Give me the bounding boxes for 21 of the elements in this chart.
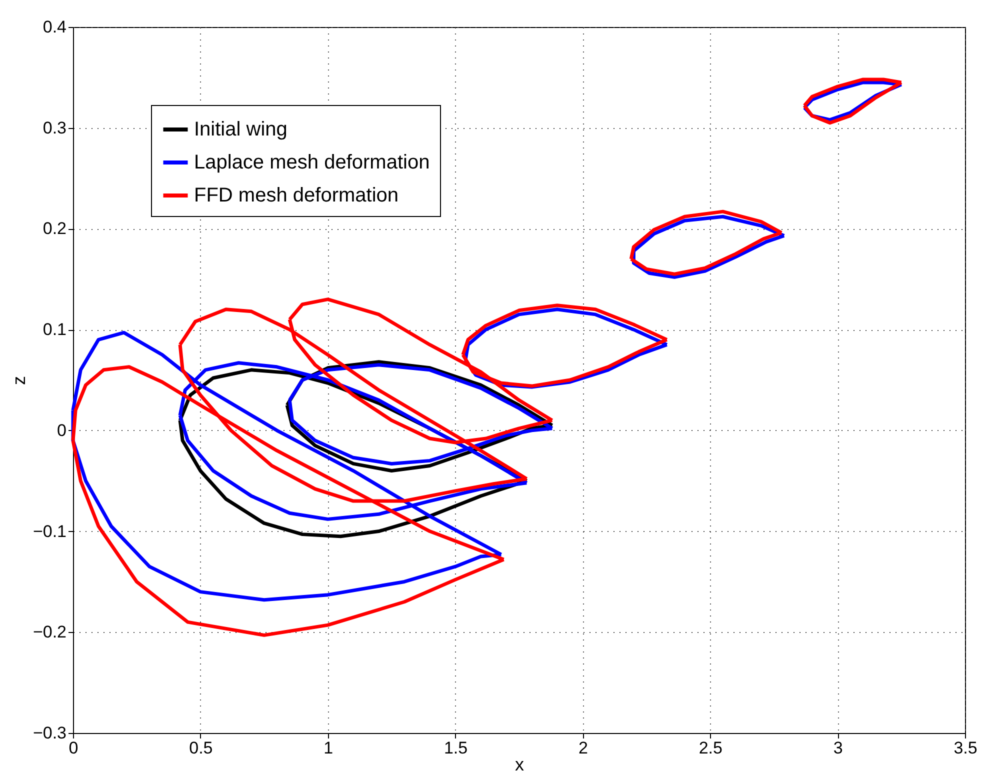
legend-label: FFD mesh deformation (194, 184, 399, 206)
x-tick-label: 3.5 (954, 738, 978, 758)
x-tick-label: 2.5 (698, 738, 722, 758)
x-tick-label: 2 (578, 738, 588, 758)
x-tick-label: 1 (324, 738, 334, 758)
x-tick-label: 0.5 (189, 738, 213, 758)
y-tick-label: −0.2 (32, 622, 66, 642)
legend-label: Laplace mesh deformation (194, 152, 430, 174)
y-tick-label: 0.2 (42, 219, 66, 238)
x-tick-label: 1.5 (444, 738, 468, 758)
legend-label: Initial wing (194, 118, 288, 140)
x-tick-label: 3 (833, 738, 843, 758)
x-axis-title: x (515, 754, 524, 774)
y-tick-label: −0.1 (32, 522, 66, 541)
y-tick-label: 0.3 (42, 118, 66, 138)
x-tick-label: 0 (68, 738, 78, 758)
y-tick-label: 0.1 (42, 320, 66, 340)
y-tick-label: −0.3 (32, 724, 66, 742)
y-tick-label: 0.4 (42, 18, 66, 36)
y-tick-label: 0 (57, 420, 66, 440)
y-axis-title: z (8, 376, 29, 385)
